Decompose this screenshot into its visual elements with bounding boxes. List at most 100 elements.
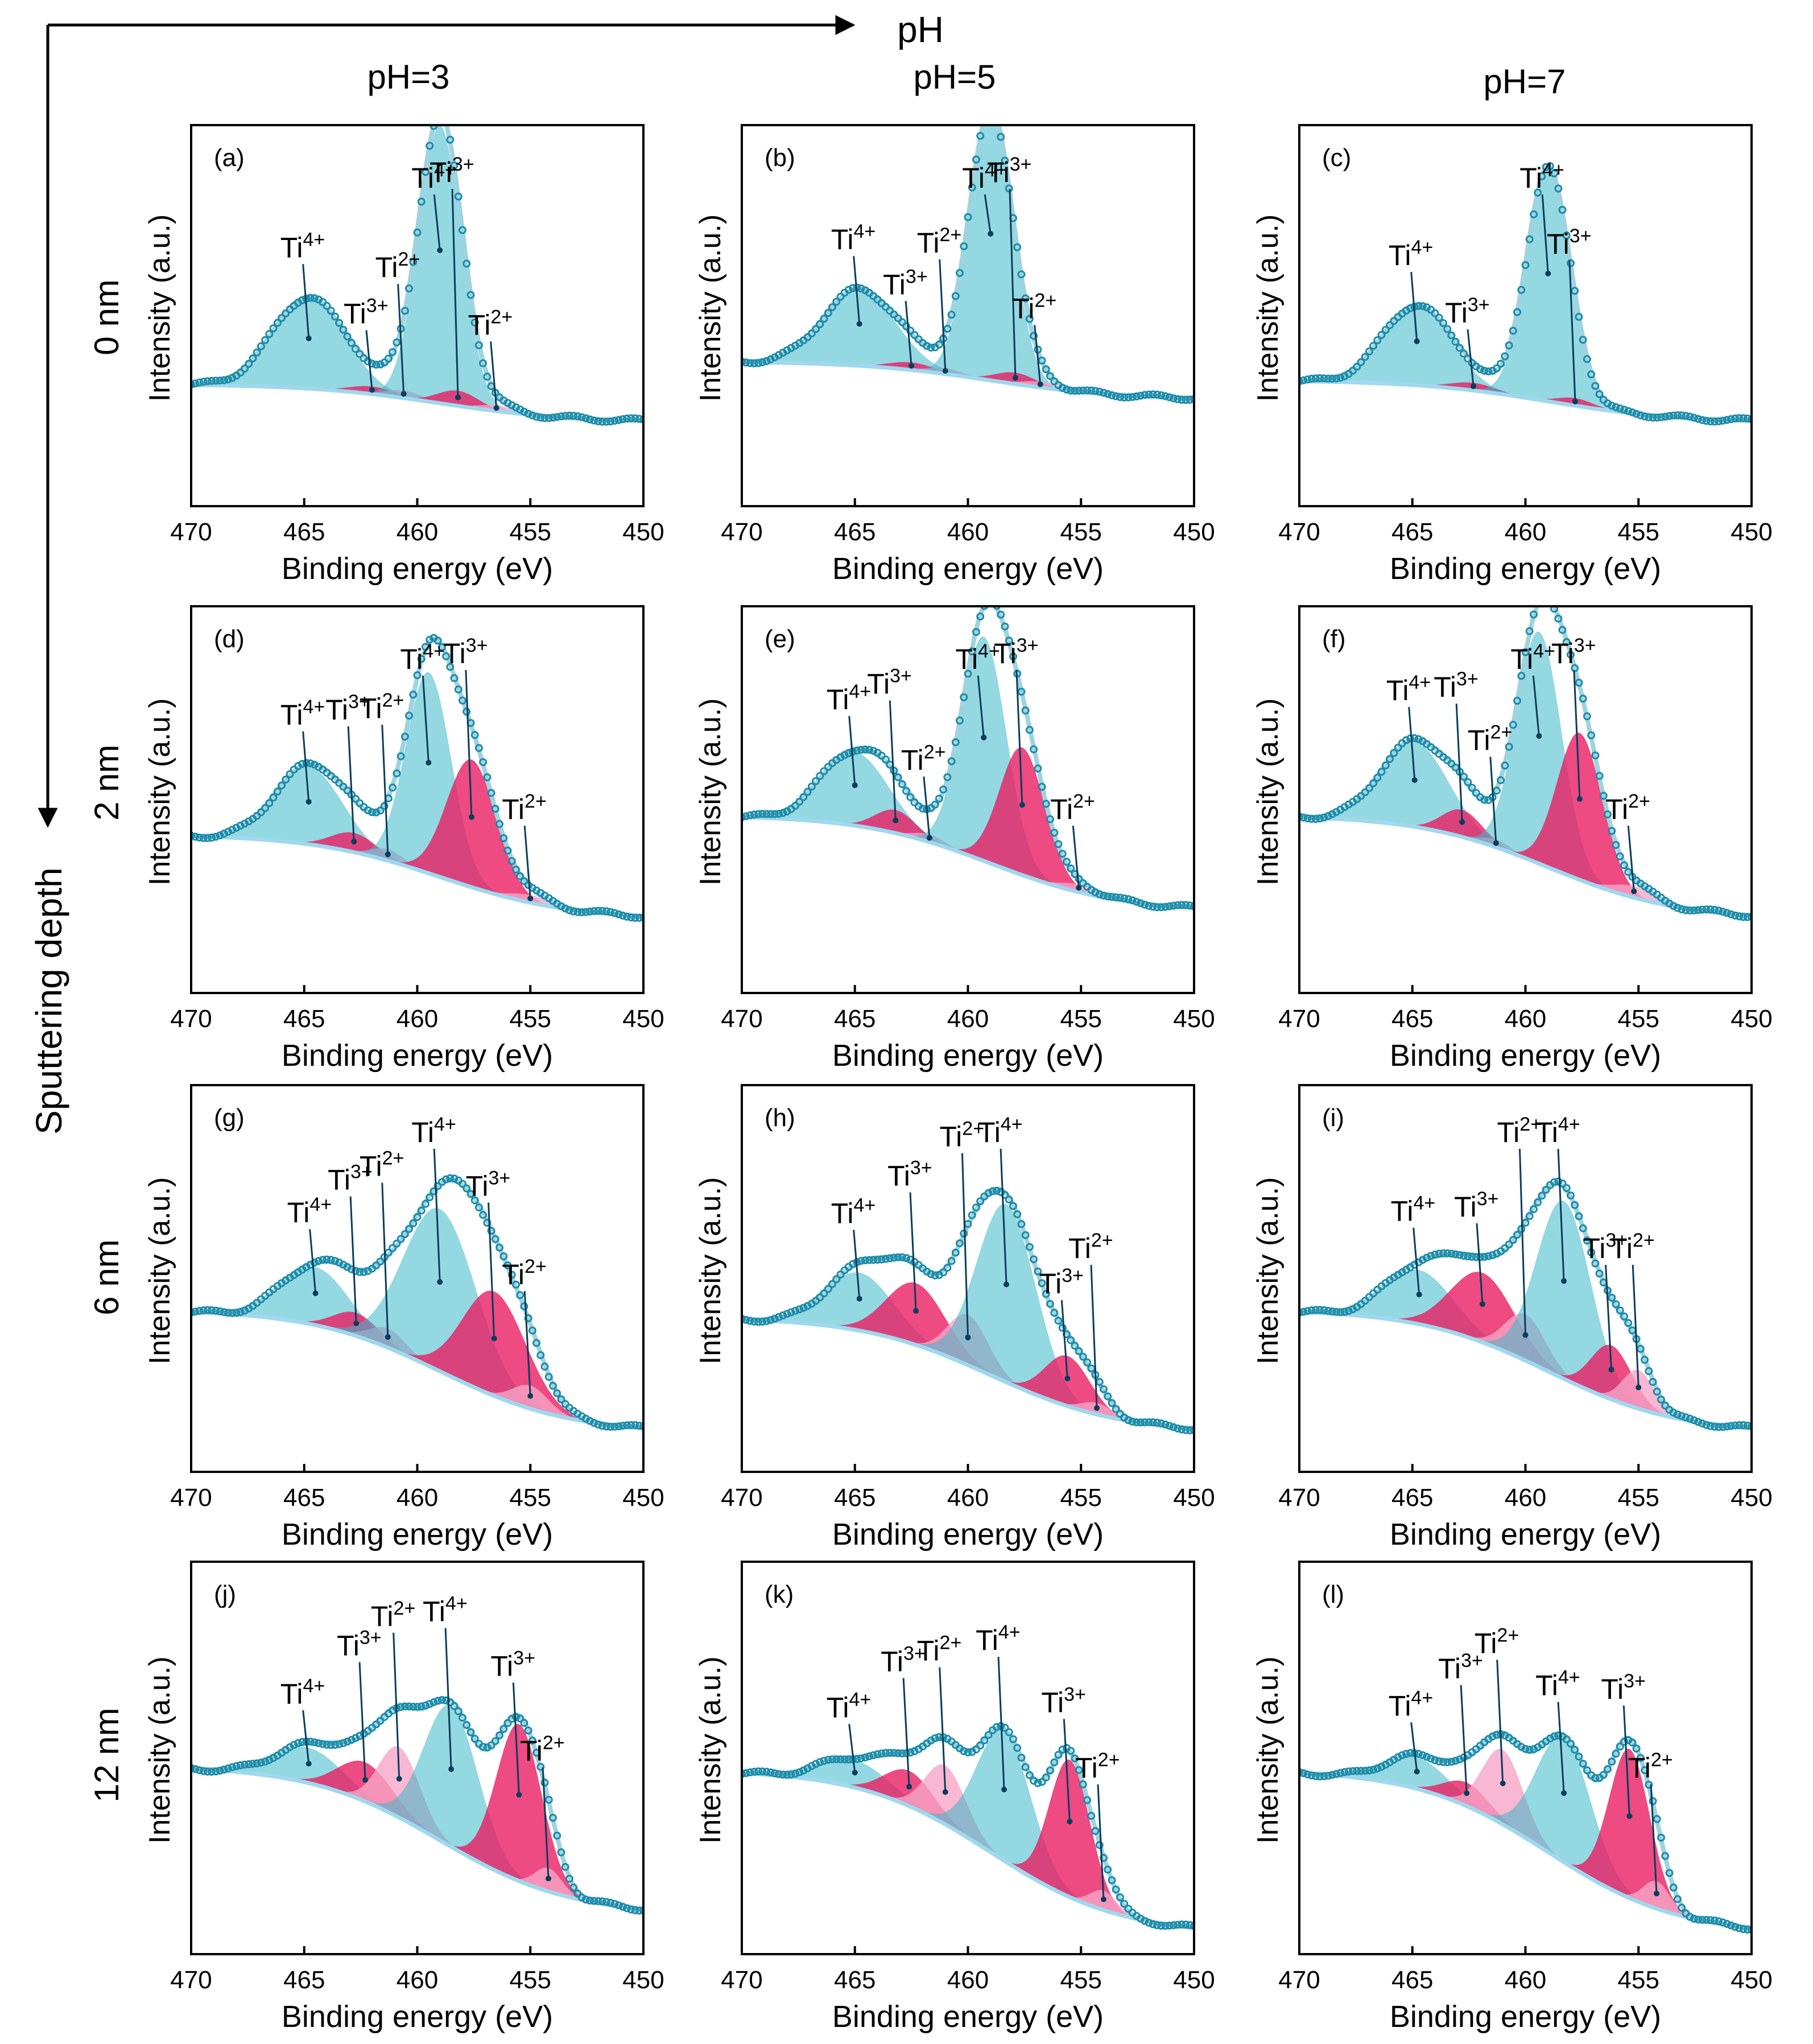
peak-marker — [965, 1334, 971, 1340]
data-point — [1669, 411, 1678, 420]
data-point — [586, 415, 594, 424]
peak-label-Ti2plus: Ti2+ — [360, 689, 404, 724]
data-point — [742, 1314, 746, 1323]
data-point — [832, 1755, 841, 1764]
data-point — [220, 829, 228, 838]
data-point — [433, 1697, 442, 1705]
peak-leader-line — [1627, 825, 1635, 892]
data-point — [507, 1271, 516, 1279]
peak-marker — [1471, 383, 1477, 390]
data-point — [1161, 1922, 1170, 1930]
peak-marker — [353, 1320, 360, 1326]
data-point — [1132, 1418, 1141, 1426]
peak-leader-line — [984, 194, 992, 234]
data-point — [816, 1293, 824, 1302]
data-point — [435, 111, 441, 118]
data-point — [618, 1902, 627, 1911]
data-point — [1575, 678, 1583, 687]
data-point — [1460, 1252, 1468, 1260]
data-point — [409, 690, 418, 699]
data-point — [1169, 394, 1178, 403]
peak-label-element: Ti — [344, 298, 366, 330]
data-point — [1653, 1387, 1661, 1396]
data-point — [1075, 1347, 1083, 1355]
peak-label-Ti3plus: Ti3+ — [443, 635, 488, 669]
data-point — [1678, 1904, 1686, 1912]
data-point — [1620, 1312, 1628, 1321]
data-point — [1641, 1356, 1649, 1364]
data-point — [1567, 259, 1575, 267]
data-point — [886, 1254, 894, 1263]
data-point — [1067, 864, 1075, 872]
data-point — [1739, 1421, 1748, 1429]
data-point — [1141, 1917, 1149, 1925]
x-tick-label: 470 — [170, 1005, 212, 1033]
data-point — [927, 1270, 935, 1278]
plot-area — [742, 107, 1194, 404]
data-point — [1021, 1231, 1030, 1239]
data-point — [483, 1743, 492, 1752]
peak-label-charge: 4+ — [849, 1689, 872, 1710]
data-point — [1013, 1744, 1022, 1752]
peak-label-charge: 4+ — [434, 1114, 456, 1135]
data-point — [487, 789, 495, 797]
data-point — [540, 414, 549, 423]
data-point — [347, 1736, 356, 1744]
data-point — [389, 783, 397, 792]
peak-leader-line — [1568, 260, 1576, 402]
peak-label-Ti3plus: Ti3+ — [1041, 1683, 1086, 1718]
x-tick-label: 470 — [1278, 1005, 1320, 1033]
data-point — [459, 226, 466, 234]
data-point — [1731, 1923, 1740, 1931]
peak-leader-line — [381, 1182, 389, 1337]
data-point — [610, 1900, 619, 1908]
data-point — [1349, 1767, 1357, 1776]
data-point — [1145, 1418, 1153, 1426]
data-point — [1100, 891, 1108, 900]
data-point — [224, 1764, 232, 1773]
peak-label-element: Ti — [917, 227, 940, 259]
x-tick-label: 460 — [947, 518, 989, 546]
peak-marker — [527, 1393, 534, 1399]
data-point — [1624, 1319, 1633, 1327]
data-point — [1562, 231, 1571, 239]
peak-leader-line — [302, 731, 310, 802]
peak-label-Ti2plus: Ti2+ — [940, 1118, 985, 1153]
data-point — [820, 1289, 828, 1298]
peak-fill-Ti4plus-0 — [742, 1272, 1194, 1429]
data-point — [581, 1896, 590, 1904]
data-point — [1141, 391, 1149, 399]
data-point — [1054, 840, 1063, 849]
data-point — [1091, 1827, 1100, 1835]
fit-envelope — [191, 1178, 643, 1431]
peak-marker — [426, 759, 432, 766]
data-point — [754, 1767, 762, 1776]
peak-label-Ti4plus: Ti4+ — [827, 1689, 872, 1723]
data-point — [1013, 1210, 1022, 1218]
x-tick-label: 450 — [1731, 518, 1772, 546]
data-point — [1571, 1745, 1579, 1754]
data-point — [1112, 893, 1120, 901]
data-point — [413, 671, 422, 680]
data-point — [1320, 1772, 1328, 1781]
data-point — [1530, 1205, 1538, 1214]
data-point — [1038, 1279, 1046, 1288]
data-point — [1104, 1392, 1112, 1401]
data-point — [779, 1311, 787, 1319]
data-point — [1538, 172, 1546, 180]
data-point — [898, 1253, 906, 1261]
data-point — [623, 1421, 631, 1430]
data-point — [310, 1738, 319, 1747]
data-point — [989, 107, 996, 113]
data-point — [1353, 1766, 1361, 1775]
data-point — [236, 1761, 245, 1769]
data-point — [1307, 1306, 1316, 1314]
data-point — [470, 1735, 479, 1743]
data-point — [1435, 1249, 1443, 1258]
data-point — [228, 825, 237, 834]
data-point — [1182, 1426, 1190, 1434]
data-point — [1632, 1744, 1641, 1753]
plot-area — [191, 1174, 643, 1431]
peak-label-element: Ti — [1551, 638, 1574, 669]
data-point — [606, 908, 615, 916]
